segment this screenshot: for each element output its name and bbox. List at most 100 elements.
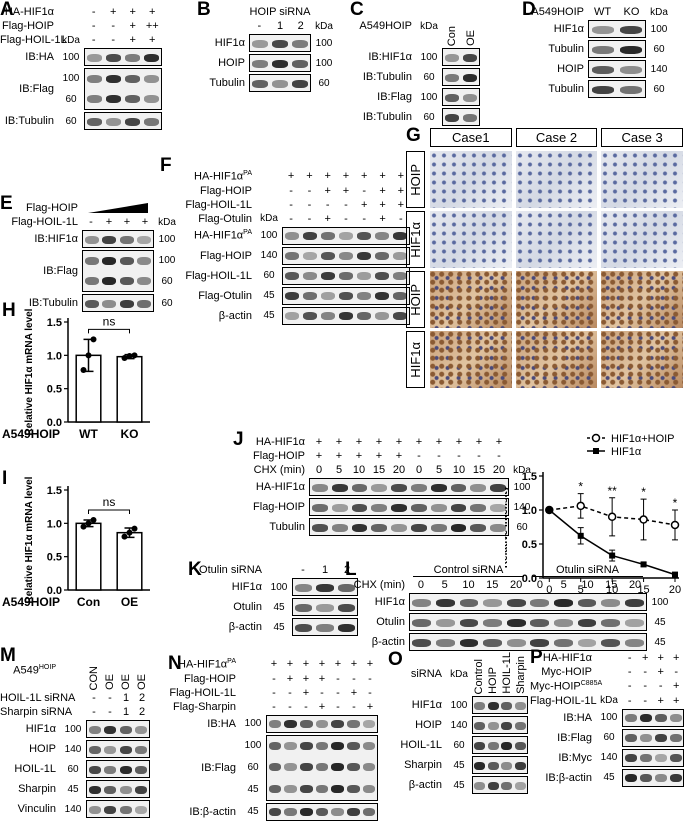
row: HA-HIF1α - + + + xyxy=(0,6,162,18)
row-label: Flag-Otulin xyxy=(160,213,256,225)
row-label: Flag-HOIP xyxy=(233,450,309,462)
data-point xyxy=(126,353,133,359)
treatment-mark: + xyxy=(397,184,405,197)
band xyxy=(410,483,427,492)
column-cell: OE xyxy=(118,650,134,690)
ihc-image xyxy=(515,271,598,328)
row: HIF1α 100 xyxy=(188,578,358,596)
band xyxy=(102,235,117,244)
row: Tubulin 60 xyxy=(197,74,337,92)
panel-label: I xyxy=(2,468,7,489)
kda-cell: 60 xyxy=(509,518,535,536)
panel-d: D A549HOIP WT KO kDa HIF1α 100 Tubulin 60 HOIP 140… xyxy=(522,0,672,100)
band xyxy=(302,272,318,281)
row: IB:HIF1α 100 xyxy=(0,230,180,248)
label-text: Vinculin xyxy=(17,803,56,815)
treatment-mark: ++ xyxy=(145,20,159,32)
treatment-mark: - xyxy=(643,680,648,693)
kda-marker: 60 xyxy=(423,71,435,83)
label-text: HOIP xyxy=(218,57,245,69)
treatment-mark: 15 xyxy=(605,579,618,591)
kda-cell xyxy=(647,564,673,577)
blot-image xyxy=(472,716,528,734)
band xyxy=(295,603,313,612)
band xyxy=(450,523,467,532)
blot-image xyxy=(292,598,358,616)
band xyxy=(284,808,297,817)
row: Myc-HOIPC885A - - - + xyxy=(530,680,684,693)
kda-marker: 100 xyxy=(420,91,438,103)
kda-cell: 100 60 45 xyxy=(240,735,266,801)
row: A549HOIP CON OE OE OE xyxy=(0,650,150,690)
row-label: HOIL-1L siRNA xyxy=(0,692,75,704)
band xyxy=(320,272,336,281)
row-header: HOIP xyxy=(406,271,425,328)
kda-unit: kDa xyxy=(420,20,438,32)
band xyxy=(268,763,282,772)
band xyxy=(135,785,148,794)
label-text: Flag-HOIP xyxy=(253,501,305,513)
treatment-mark: + xyxy=(375,436,383,448)
row-label: IB:Myc xyxy=(530,752,596,764)
kda-marker: 100 xyxy=(650,23,668,35)
band xyxy=(591,45,615,54)
band xyxy=(444,53,460,62)
band xyxy=(137,235,152,244)
band xyxy=(331,784,344,793)
kda-marker: 45 xyxy=(603,772,615,784)
panel-label: H xyxy=(2,300,16,321)
band xyxy=(338,252,354,261)
band xyxy=(470,523,487,532)
kda-marker: 100 xyxy=(600,712,618,724)
lane-cell: WT KO xyxy=(588,6,646,18)
treatment-mark: - xyxy=(643,666,648,678)
significance-bracket xyxy=(88,509,130,514)
treatment-mark: + xyxy=(375,450,383,462)
treatment-mark: + xyxy=(657,652,664,664)
row: IB:Flag 60 xyxy=(530,728,684,747)
treatment-mark: 20 xyxy=(492,464,506,476)
band xyxy=(435,598,455,607)
kda-marker: 45 xyxy=(654,616,666,628)
treatment-mark: + xyxy=(342,170,350,183)
label-sup: PA xyxy=(243,229,252,237)
legend-label: HIF1α xyxy=(611,446,642,458)
kda-marker: 100 xyxy=(315,57,333,69)
row-label: Flag-HOIP xyxy=(160,185,256,197)
label-text: β-actin xyxy=(218,309,252,322)
row-label: IB:HA xyxy=(0,51,58,63)
label-text: Tubulin xyxy=(269,521,305,533)
band xyxy=(391,523,407,532)
band xyxy=(362,720,376,729)
band xyxy=(362,808,376,817)
kda-marker: 45 xyxy=(453,779,465,791)
treatment-mark: 20 xyxy=(509,579,523,591)
band xyxy=(391,483,407,492)
band xyxy=(104,785,117,794)
y-tick-label: 0.0 xyxy=(47,417,62,429)
x-tick-label: Con xyxy=(77,595,100,609)
x-axis-label: A549HOIP xyxy=(2,427,60,441)
treatment-mark: + xyxy=(149,34,156,46)
treatment-mark: - xyxy=(674,666,679,678)
band xyxy=(300,742,313,751)
column-label: OE xyxy=(120,674,132,690)
band xyxy=(514,781,526,790)
band xyxy=(669,734,682,743)
data-marker xyxy=(672,571,678,578)
kda-unit: kDa xyxy=(650,6,668,18)
row-label: Flag-HOIL-1L xyxy=(160,199,256,211)
data-marker xyxy=(609,552,616,559)
treatment-mark: - xyxy=(288,686,292,699)
blot-image xyxy=(84,112,162,130)
lane-cell: - + + + xyxy=(82,216,154,228)
band xyxy=(105,53,122,62)
band xyxy=(639,774,652,783)
treatment-mark: - xyxy=(497,450,501,462)
kda-marker: 60 xyxy=(161,276,173,287)
treatment-mark: 15 xyxy=(486,579,499,591)
band xyxy=(474,701,486,710)
panel-label: D xyxy=(522,0,536,20)
label-text: Otulin siRNA xyxy=(199,564,262,576)
